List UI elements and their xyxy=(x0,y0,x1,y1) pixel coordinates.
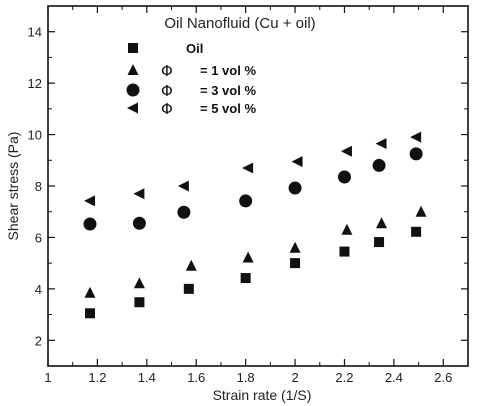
y-tick-label: 6 xyxy=(35,230,42,245)
x-tick-label: 2 xyxy=(291,370,298,385)
data-point xyxy=(288,181,302,195)
data-point xyxy=(134,297,145,308)
legend-marker xyxy=(127,102,138,114)
data-point xyxy=(239,194,253,208)
data-point xyxy=(240,273,251,284)
x-tick-label: 2.2 xyxy=(335,370,353,385)
x-tick-label: 1 xyxy=(44,370,51,385)
data-point xyxy=(337,170,351,184)
legend-label: = 3 vol % xyxy=(200,83,256,98)
data-point xyxy=(375,138,387,150)
plot-frame xyxy=(47,5,469,367)
data-point xyxy=(177,205,191,219)
y-tick-label: 10 xyxy=(28,128,42,143)
y-tick-label: 8 xyxy=(35,179,42,194)
series-0 xyxy=(85,226,422,319)
data-marks xyxy=(83,131,427,319)
legend-marker xyxy=(126,83,140,97)
data-point xyxy=(289,241,301,253)
data-point xyxy=(84,195,95,207)
x-tick-label: 1.8 xyxy=(237,370,255,385)
data-point xyxy=(85,308,95,319)
data-point xyxy=(374,237,385,248)
data-point xyxy=(185,259,197,271)
legend-label: Oil xyxy=(186,41,203,56)
y-tick-label: 2 xyxy=(35,333,42,348)
data-point xyxy=(242,162,254,174)
x-tick-label: 1.6 xyxy=(187,370,205,385)
legend-label: = 5 vol % xyxy=(200,101,256,116)
data-point xyxy=(133,277,145,289)
x-tick-label: 2.6 xyxy=(434,370,452,385)
series-2 xyxy=(83,147,423,231)
data-point xyxy=(410,131,422,143)
y-axis-title: Shear stress (Pa) xyxy=(5,132,21,241)
y-tick-label: 4 xyxy=(35,282,42,297)
series-1 xyxy=(84,205,427,298)
legend-label: = 1 vol % xyxy=(200,63,256,78)
data-point xyxy=(84,286,96,298)
data-point xyxy=(133,188,145,200)
data-point xyxy=(183,283,194,294)
data-point xyxy=(339,246,350,257)
data-point xyxy=(340,145,352,157)
legend: Oil Φ = 1 vol % Φ = 3 vol % Φ = 5 vol % xyxy=(126,41,256,118)
data-point xyxy=(132,216,146,230)
legend-phi: Φ xyxy=(161,62,173,80)
series-3 xyxy=(84,131,422,207)
legend-phi: Φ xyxy=(161,82,173,100)
data-point xyxy=(415,205,427,217)
x-tick-label: 1.2 xyxy=(88,370,106,385)
data-point xyxy=(83,217,97,231)
data-point xyxy=(291,156,303,168)
legend-marker xyxy=(127,64,139,75)
data-point xyxy=(411,226,422,237)
data-point xyxy=(177,180,189,192)
x-tick-label: 1.4 xyxy=(138,370,156,385)
x-axis-title: Strain rate (1/S) xyxy=(213,387,312,403)
axis-ticks: 1 1.2 1.4 1.6 1.8 2 2.2 2.4 2.6 2 4 6 8 10 12 14 xyxy=(28,6,468,385)
data-point xyxy=(290,258,301,269)
x-tick-label: 2.4 xyxy=(385,370,403,385)
data-point xyxy=(372,158,386,172)
chart-title: Oil Nanofluid (Cu + oil) xyxy=(164,15,315,32)
data-point xyxy=(242,251,254,263)
data-point xyxy=(376,217,388,229)
y-tick-label: 12 xyxy=(28,76,42,91)
data-point xyxy=(341,223,353,235)
y-tick-label: 14 xyxy=(28,25,42,40)
data-point xyxy=(409,147,423,161)
legend-phi: Φ xyxy=(161,100,173,118)
legend-marker xyxy=(128,43,138,53)
